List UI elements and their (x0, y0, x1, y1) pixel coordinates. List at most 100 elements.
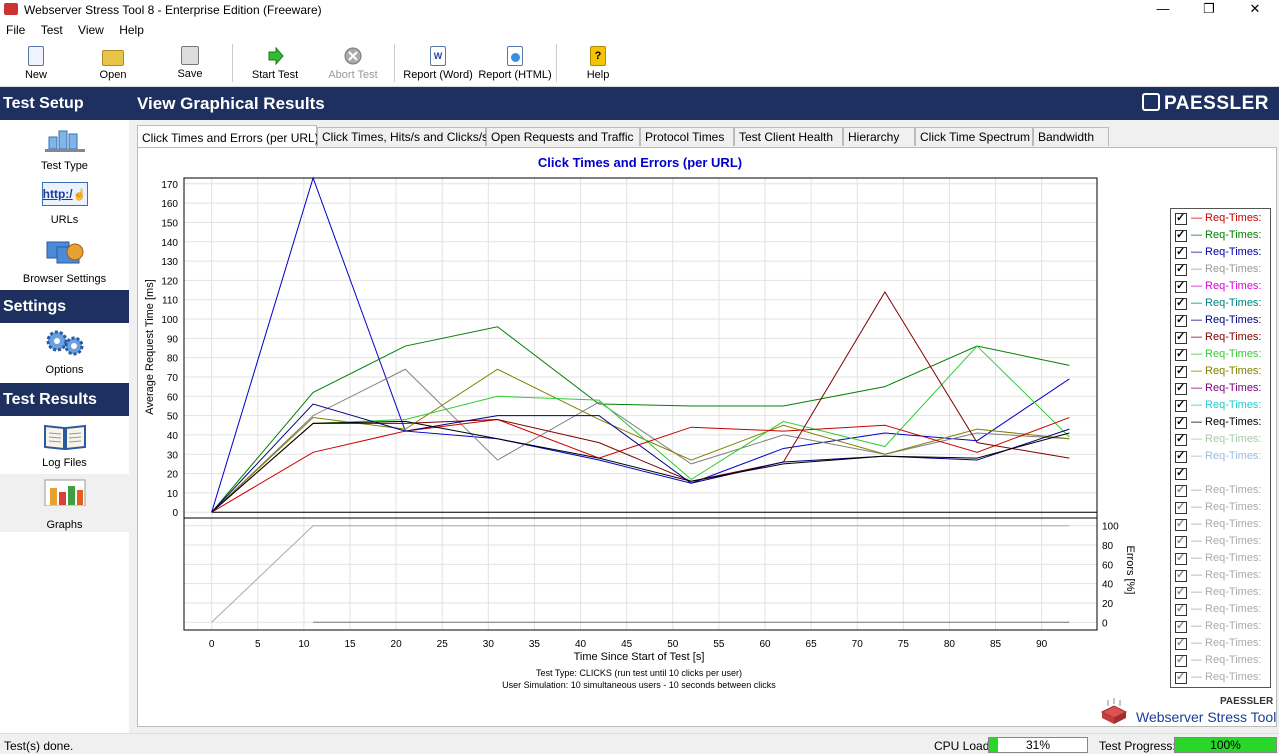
legend-item[interactable]: — Req-Times: (1175, 636, 1267, 652)
legend-checkbox[interactable] (1175, 228, 1187, 242)
status-text: Test(s) done. (4, 739, 74, 753)
abort-test-button[interactable]: Abort Test (322, 40, 384, 86)
tab-protocol-times[interactable]: Protocol Times (640, 127, 734, 146)
legend-checkbox[interactable] (1175, 347, 1187, 361)
legend-checkbox[interactable] (1175, 585, 1187, 599)
tab-test-client-health[interactable]: Test Client Health (734, 127, 843, 146)
nav-options[interactable]: Options (0, 323, 129, 383)
title-bar: Webserver Stress Tool 8 - Enterprise Edi… (0, 0, 1279, 20)
report-word-button[interactable]: W Report (Word) (400, 40, 476, 86)
legend-item[interactable]: — Req-Times: (1175, 347, 1267, 363)
nav-graphs[interactable]: Graphs (0, 474, 129, 532)
legend-label: — Req-Times: (1191, 501, 1262, 513)
legend-checkbox[interactable] (1175, 517, 1187, 531)
server-rack-icon (1100, 698, 1128, 724)
close-button[interactable]: ✕ (1249, 1, 1261, 16)
new-button[interactable]: New (14, 40, 58, 86)
start-test-button[interactable]: Start Test (244, 40, 306, 86)
legend-item[interactable]: — Req-Times: (1175, 483, 1267, 499)
legend-checkbox[interactable] (1175, 670, 1187, 684)
legend-label: — Req-Times: (1191, 671, 1262, 683)
legend-item[interactable]: — Req-Times: (1175, 568, 1267, 584)
logo-brand: PAESSLER (1220, 696, 1274, 707)
legend-checkbox[interactable] (1175, 653, 1187, 667)
menu-view[interactable]: View (78, 23, 104, 37)
legend-item[interactable]: — Req-Times: (1175, 551, 1267, 567)
legend-checkbox[interactable] (1175, 279, 1187, 293)
legend-item[interactable]: — Req-Times: (1175, 364, 1267, 380)
legend-item[interactable]: — Req-Times: (1175, 313, 1267, 329)
cpu-load-fill (989, 738, 999, 752)
menu-test[interactable]: Test (40, 23, 63, 37)
legend-checkbox[interactable] (1175, 636, 1187, 650)
legend-checkbox[interactable] (1175, 568, 1187, 582)
help-button[interactable]: ? Help (578, 40, 618, 86)
legend-item[interactable]: — Req-Times: (1175, 415, 1267, 431)
legend-item[interactable]: — Req-Times: (1175, 449, 1267, 465)
minimize-button[interactable]: — (1156, 1, 1170, 16)
legend-checkbox[interactable] (1175, 432, 1187, 446)
legend-checkbox[interactable] (1175, 211, 1187, 225)
open-button[interactable]: Open (90, 40, 136, 86)
legend-checkbox[interactable] (1175, 330, 1187, 344)
legend-item[interactable]: — Req-Times: (1175, 262, 1267, 278)
legend-item[interactable]: — Req-Times: (1175, 432, 1267, 448)
legend-item[interactable]: — Req-Times: (1175, 602, 1267, 618)
legend-item[interactable]: — Req-Times: (1175, 296, 1267, 312)
legend-item[interactable]: — Req-Times: (1175, 228, 1267, 244)
legend-checkbox[interactable] (1175, 534, 1187, 548)
legend-item[interactable]: — Req-Times: (1175, 245, 1267, 261)
report-html-button[interactable]: Report (HTML) (478, 40, 552, 86)
nav-browser-settings[interactable]: Browser Settings (0, 236, 129, 288)
nav-urls[interactable]: http:/☝ URLs (0, 178, 129, 236)
legend-item[interactable]: — Req-Times: (1175, 517, 1267, 533)
tab-click-times-hits[interactable]: Click Times, Hits/s and Clicks/s (317, 127, 488, 146)
legend-checkbox[interactable] (1175, 381, 1187, 395)
legend-checkbox[interactable] (1175, 551, 1187, 565)
legend-checkbox[interactable] (1175, 483, 1187, 497)
tab-open-requests[interactable]: Open Requests and Traffic (486, 127, 640, 146)
legend-item[interactable]: — Req-Times: (1175, 500, 1267, 516)
legend-checkbox[interactable] (1175, 449, 1187, 463)
folder-open-icon (102, 50, 124, 66)
legend-checkbox[interactable] (1175, 364, 1187, 378)
menu-help[interactable]: Help (119, 23, 144, 37)
legend-checkbox[interactable] (1175, 500, 1187, 514)
nav-log-files[interactable]: Log Files (0, 416, 129, 474)
nav-test-type[interactable]: Test Type (0, 120, 129, 178)
open-book-icon (43, 424, 86, 451)
html-doc-icon (507, 46, 523, 66)
legend-label: — Req-Times: (1191, 246, 1262, 258)
legend-checkbox[interactable] (1175, 296, 1187, 310)
save-button[interactable]: Save (168, 40, 212, 86)
legend-item[interactable] (1175, 466, 1267, 482)
tab-click-times-errors[interactable]: Click Times and Errors (per URL) (137, 125, 319, 148)
legend-checkbox[interactable] (1175, 313, 1187, 327)
legend-item[interactable]: — Req-Times: (1175, 398, 1267, 414)
tab-click-time-spectrum[interactable]: Click Time Spectrum (915, 127, 1033, 146)
legend-label: — Req-Times: (1191, 297, 1262, 309)
legend-item[interactable]: — Req-Times: (1175, 330, 1267, 346)
legend-checkbox[interactable] (1175, 415, 1187, 429)
section-test-results: Test Results (0, 383, 129, 416)
legend-item[interactable]: — Req-Times: (1175, 534, 1267, 550)
tab-hierarchy[interactable]: Hierarchy (843, 127, 915, 146)
legend-checkbox[interactable] (1175, 466, 1187, 480)
maximize-button[interactable]: ❐ (1203, 1, 1215, 16)
legend-checkbox[interactable] (1175, 245, 1187, 259)
legend-item[interactable]: — Req-Times: (1175, 381, 1267, 397)
legend-checkbox[interactable] (1175, 398, 1187, 412)
legend-checkbox[interactable] (1175, 602, 1187, 616)
legend-item[interactable]: — Req-Times: (1175, 653, 1267, 669)
play-arrow-icon (268, 46, 284, 66)
page-header: View Graphical Results PAESSLER (129, 87, 1279, 120)
tab-bandwidth[interactable]: Bandwidth (1033, 127, 1109, 146)
legend-checkbox[interactable] (1175, 619, 1187, 633)
legend-item[interactable]: — Req-Times: (1175, 619, 1267, 635)
legend-item[interactable]: — Req-Times: (1175, 279, 1267, 295)
legend-item[interactable]: — Req-Times: (1175, 670, 1267, 686)
legend-item[interactable]: — Req-Times: (1175, 585, 1267, 601)
menu-file[interactable]: File (6, 23, 26, 37)
legend-checkbox[interactable] (1175, 262, 1187, 276)
legend-item[interactable]: — Req-Times: (1175, 211, 1267, 227)
